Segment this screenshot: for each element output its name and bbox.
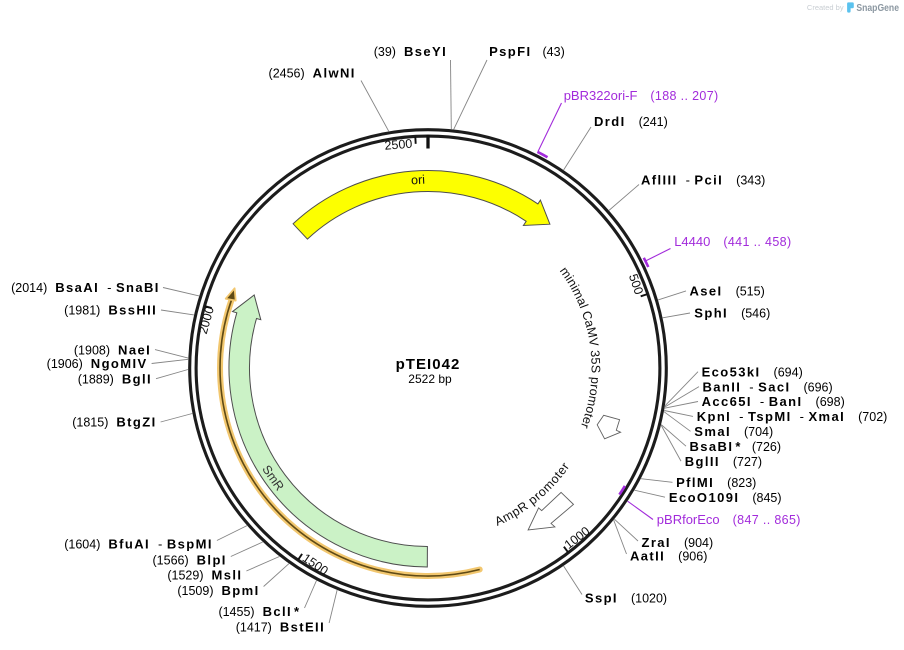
svg-text:(1981)BssHII: (1981)BssHII (64, 303, 157, 318)
svg-text:BanII-SacI(696): BanII-SacI(696) (703, 379, 833, 394)
svg-text:PspFI(43): PspFI(43) (489, 44, 565, 59)
svg-text:2500: 2500 (384, 137, 413, 153)
svg-text:AflIII-PciI(343): AflIII-PciI(343) (641, 173, 765, 188)
svg-text:(1417)BstEII: (1417)BstEII (236, 619, 325, 634)
svg-text:2522 bp: 2522 bp (408, 372, 452, 386)
svg-text:(2456)AlwNI: (2456)AlwNI (269, 65, 356, 80)
svg-text:(39)BseYI: (39)BseYI (374, 44, 447, 59)
svg-text:SnapGene: SnapGene (856, 3, 899, 14)
svg-text:BsaBI*(726): BsaBI*(726) (690, 439, 782, 454)
svg-text:EcoO109I(845): EcoO109I(845) (669, 490, 782, 505)
svg-text:(1906)NgoMIV: (1906)NgoMIV (47, 356, 148, 371)
svg-text:pTEI042: pTEI042 (396, 356, 461, 373)
svg-text:Acc65I-BanI(698): Acc65I-BanI(698) (702, 394, 845, 409)
svg-text:Eco53kI(694): Eco53kI(694) (702, 364, 803, 379)
svg-text:L4440(441 .. 458): L4440(441 .. 458) (674, 234, 791, 249)
svg-text:ori: ori (411, 173, 426, 188)
svg-text:Created by: Created by (807, 3, 844, 12)
svg-text:(1604)BfuAI-BspMI: (1604)BfuAI-BspMI (64, 537, 213, 552)
svg-text:(2014)BsaAI-SnaBI: (2014)BsaAI-SnaBI (11, 280, 160, 295)
